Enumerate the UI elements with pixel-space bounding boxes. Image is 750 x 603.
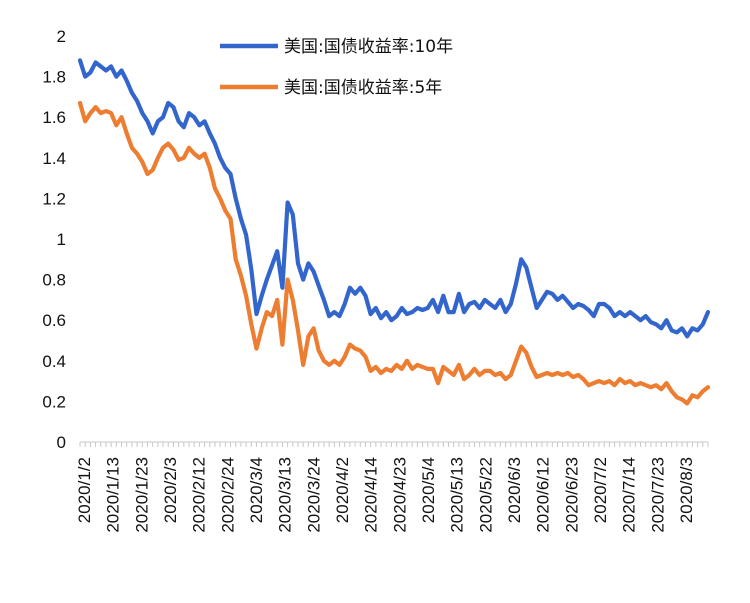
- y-axis-tick-labels: 0 0.2 0.4 0.6 0.8 1 1.2 1.4 1.6 1.8 2: [42, 27, 66, 452]
- y-tick-label: 1.4: [42, 149, 66, 168]
- y-tick-label: 1.8: [42, 68, 66, 87]
- y-tick-label: 1.6: [42, 108, 66, 127]
- x-tick-label: 2020/2/12: [190, 457, 209, 533]
- y-tick-label: 2: [57, 27, 66, 46]
- series-line-2: [77, 100, 711, 406]
- x-tick-label: 2020/4/2: [333, 457, 352, 523]
- x-tick-label: 2020/7/23: [648, 457, 667, 533]
- series-line-1: [77, 58, 711, 339]
- x-tick-label: 2020/6/3: [505, 457, 524, 523]
- x-axis: [79, 441, 709, 447]
- x-axis-tick-labels: 2020/1/2 2020/1/13 2020/1/23 2020/2/3 2020/2…: [75, 457, 696, 533]
- y-tick-label: 0.4: [42, 352, 66, 371]
- x-tick-label: 2020/1/23: [132, 457, 151, 533]
- legend-label: 美国:国债收益率:5年: [284, 78, 442, 98]
- x-tick-label: 2020/3/24: [304, 457, 323, 533]
- x-tick-label: 2020/1/13: [104, 457, 123, 533]
- x-tick-label: 2020/6/12: [534, 457, 553, 533]
- x-tick-label: 2020/4/23: [390, 457, 409, 533]
- y-tick-label: 1: [57, 230, 66, 249]
- x-tick-label: 2020/8/3: [677, 457, 696, 523]
- x-tick-label: 2020/6/23: [562, 457, 581, 533]
- y-tick-label: 0.2: [42, 392, 66, 411]
- legend-label: 美国:国债收益率:10年: [284, 37, 453, 57]
- x-tick-label: 2020/4/14: [362, 457, 381, 533]
- x-tick-label: 2020/2/24: [218, 457, 237, 533]
- y-tick-label: 1.2: [42, 189, 66, 208]
- y-tick-label: 0.6: [42, 311, 66, 330]
- x-tick-label: 2020/5/4: [419, 457, 438, 523]
- series-lines: [77, 58, 711, 406]
- x-tick-label: 2020/1/2: [75, 457, 94, 523]
- x-tick-label: 2020/5/13: [448, 457, 467, 533]
- x-tick-label: 2020/3/4: [247, 457, 266, 523]
- y-tick-label: 0: [57, 433, 66, 452]
- x-tick-label: 2020/7/2: [591, 457, 610, 523]
- x-tick-label: 2020/2/3: [161, 457, 180, 523]
- x-tick-label: 2020/5/22: [476, 457, 495, 533]
- y-tick-label: 0.8: [42, 271, 66, 290]
- x-tick-label: 2020/3/13: [276, 457, 295, 533]
- x-tick-label: 2020/7/14: [620, 457, 639, 533]
